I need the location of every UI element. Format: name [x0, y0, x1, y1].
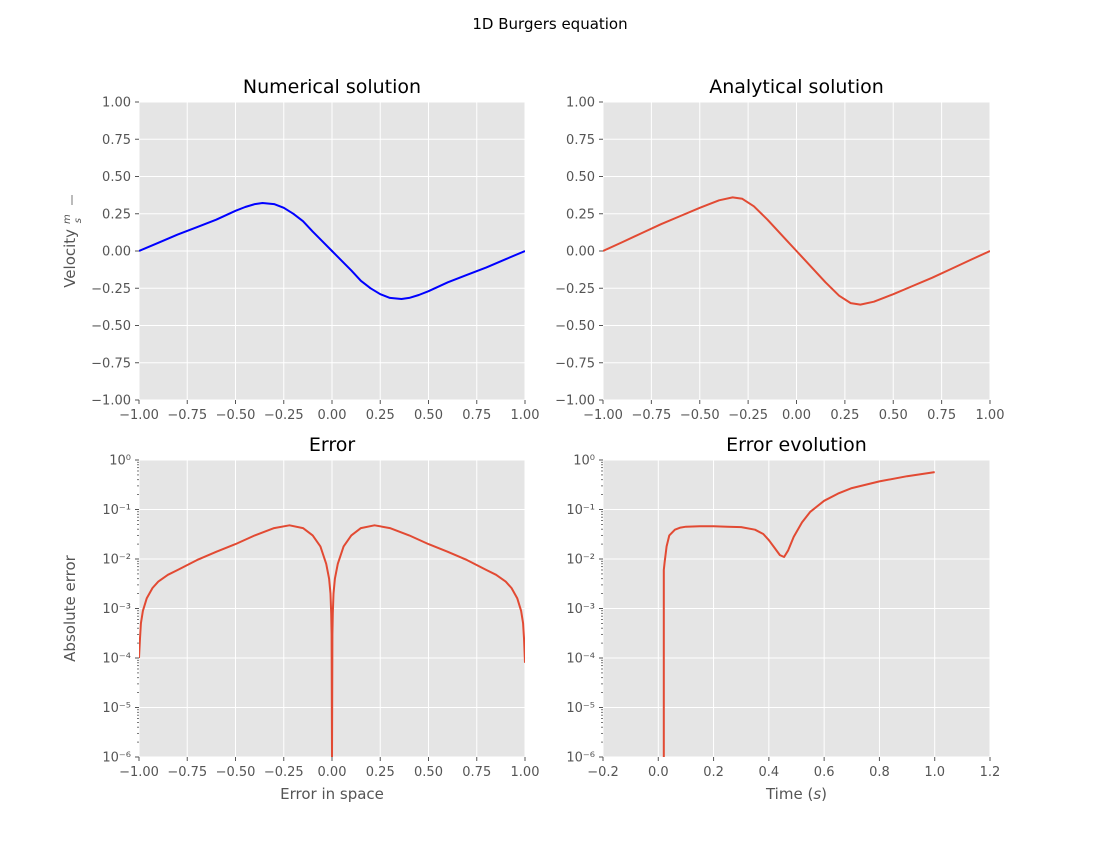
y-tick-label: −0.50: [91, 319, 131, 334]
x-tick-label: −1.00: [119, 765, 159, 780]
y-tick-label: 0.25: [566, 207, 595, 222]
x-tick-label: −1.00: [119, 408, 159, 423]
y-tick-label: −1.00: [555, 394, 595, 409]
x-tick-label: −0.25: [264, 408, 304, 423]
y-tick-label: 10⁻¹: [566, 503, 595, 518]
y-tick-label: 1.00: [102, 96, 131, 111]
plot-error: −1.00 −0.75 −0.50 −0.25 0.00 0.25 0.50 0.75 1.00…: [61, 434, 539, 803]
y-tick-label: −0.25: [91, 282, 131, 297]
y-tick-label: 10⁻⁶: [566, 751, 595, 766]
x-tick-label: 0.25: [366, 408, 395, 423]
y-tick-label: 10⁰: [573, 454, 595, 469]
y-unit-numerator: m: [62, 214, 73, 224]
plot-error-evolution: −0.2 0.0 0.2 0.4 0.6 0.8 1.0 1.2 10⁻⁶ 10⁻⁵ 10⁻⁴ 10⁻…: [566, 434, 1000, 803]
y-tick-label: 0.00: [102, 245, 131, 260]
y-tick-label: 10⁻²: [566, 553, 595, 568]
x-tick-label: −0.75: [167, 408, 207, 423]
x-tick-label: −0.75: [631, 408, 671, 423]
plot-title: Error: [309, 434, 356, 456]
x-tick-label: −1.00: [583, 408, 623, 423]
y-tick-label: −0.50: [555, 319, 595, 334]
x-tick-label: 0.8: [869, 765, 890, 780]
x-tick-label: 0.0: [648, 765, 669, 780]
x-tick-label: −0.50: [680, 408, 720, 423]
y-tick-label: 0.00: [566, 245, 595, 260]
y-tick-label: −0.75: [91, 356, 131, 371]
x-tick-label: 0.25: [830, 408, 859, 423]
y-tick-label: 10⁻¹: [102, 503, 131, 518]
plot-title: Numerical solution: [243, 76, 421, 98]
x-tick-label: 1.00: [511, 765, 540, 780]
x-tick-label: 0.4: [759, 765, 780, 780]
x-axis-label-unit: s: [813, 785, 821, 803]
y-tick-label: −1.00: [91, 394, 131, 409]
y-tick-label: 0.50: [102, 170, 131, 185]
y-tick-label: 10⁻⁴: [102, 652, 131, 667]
x-tick-label: 0.2: [703, 765, 724, 780]
x-axis-label: Time (s): [765, 785, 827, 803]
y-axis-label: Absolute error: [61, 554, 79, 661]
y-tick-label: −0.25: [555, 282, 595, 297]
y-tick-label: 10⁻⁵: [102, 701, 131, 716]
x-tick-label: −0.50: [216, 408, 256, 423]
x-tick-label: −0.25: [264, 765, 304, 780]
series-line: [139, 524, 525, 757]
x-tick-label: 0.00: [318, 765, 347, 780]
x-tick-label: −0.75: [167, 765, 207, 780]
plot-title: Error evolution: [726, 434, 867, 456]
y-axis-label: Velocityms: [61, 214, 84, 288]
y-tick-label: 0.50: [566, 170, 595, 185]
x-tick-label: 0.50: [414, 765, 443, 780]
plot-numerical: −1.00 −0.75 −0.50 −0.25 0.00 0.25 0.50 0.75 1.00…: [61, 76, 539, 423]
x-tick-label: 0.00: [782, 408, 811, 423]
y-tick-label: 10⁻²: [102, 553, 131, 568]
y-unit-denominator: s: [73, 218, 84, 223]
y-tick-label: 10⁻³: [102, 602, 131, 617]
y-tick-label: 0.75: [566, 133, 595, 148]
x-tick-label: −0.50: [216, 765, 256, 780]
series-line: [603, 196, 990, 306]
x-tick-label: 0.00: [318, 408, 347, 423]
series-line: [662, 471, 935, 757]
plot-analytical: −1.00 −0.75 −0.50 −0.25 0.00 0.25 0.50 0.75 1.00…: [555, 76, 1004, 423]
y-tick-label: 10⁻⁵: [566, 701, 595, 716]
y-tick-label: 10⁻³: [566, 602, 595, 617]
x-tick-label: 1.0: [924, 765, 945, 780]
y-tick-label: 10⁻⁶: [102, 751, 131, 766]
y-tick-label: −0.75: [555, 356, 595, 371]
y-tick-label: 10⁰: [109, 454, 131, 469]
x-tick-label: 0.75: [462, 408, 491, 423]
y-tick-label: 1.00: [566, 96, 595, 111]
y-tick-label: 10⁻⁴: [566, 652, 595, 667]
y-tick-label: 0.75: [102, 133, 131, 148]
x-tick-label: −0.2: [587, 765, 619, 780]
x-axis-label: Error in space: [280, 785, 384, 803]
y-tick-label: 0.25: [102, 207, 131, 222]
x-tick-label: 0.50: [414, 408, 443, 423]
x-tick-label: 0.25: [366, 765, 395, 780]
figure-title: 1D Burgers equation: [472, 15, 627, 33]
x-tick-label: 0.6: [814, 765, 835, 780]
plot-title: Analytical solution: [709, 76, 884, 98]
series-line: [139, 202, 525, 300]
x-tick-label: 1.2: [980, 765, 1001, 780]
x-tick-label: 0.75: [927, 408, 956, 423]
x-tick-label: 1.00: [511, 408, 540, 423]
x-tick-label: 0.75: [462, 765, 491, 780]
x-tick-label: 1.00: [976, 408, 1005, 423]
x-tick-label: −0.25: [728, 408, 768, 423]
x-tick-label: 0.50: [879, 408, 908, 423]
